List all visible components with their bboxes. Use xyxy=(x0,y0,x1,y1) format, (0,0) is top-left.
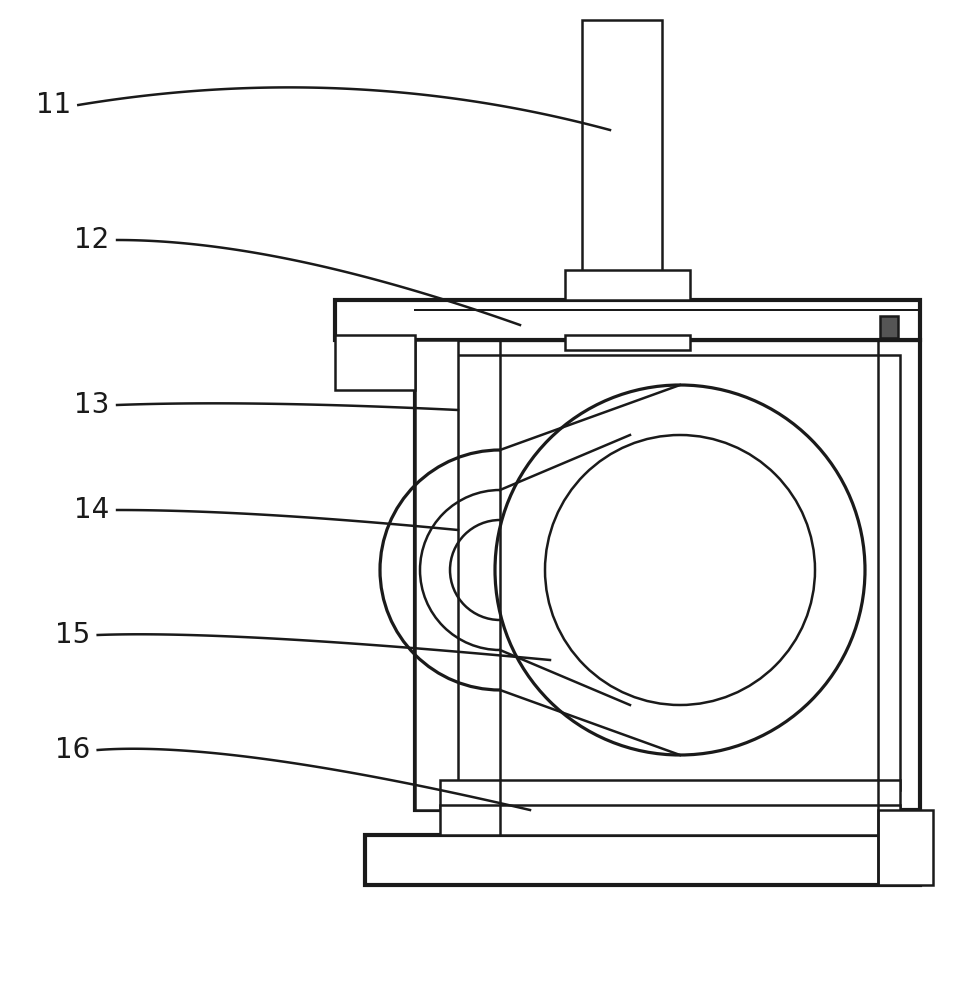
Bar xyxy=(878,810,933,885)
Text: 16: 16 xyxy=(55,736,90,764)
Bar xyxy=(335,335,415,390)
Text: 12: 12 xyxy=(75,226,109,254)
Text: 14: 14 xyxy=(75,496,109,524)
Bar xyxy=(565,270,690,300)
Bar xyxy=(365,835,920,885)
Text: 13: 13 xyxy=(75,391,109,419)
Bar xyxy=(415,340,920,810)
Bar xyxy=(440,355,900,790)
Bar xyxy=(582,20,662,285)
Bar xyxy=(440,780,900,810)
Bar xyxy=(880,316,898,338)
Bar xyxy=(565,335,690,350)
Bar xyxy=(440,805,900,835)
Text: 11: 11 xyxy=(36,91,71,119)
Bar xyxy=(415,340,458,810)
Bar xyxy=(335,300,920,340)
Text: 15: 15 xyxy=(55,621,90,649)
